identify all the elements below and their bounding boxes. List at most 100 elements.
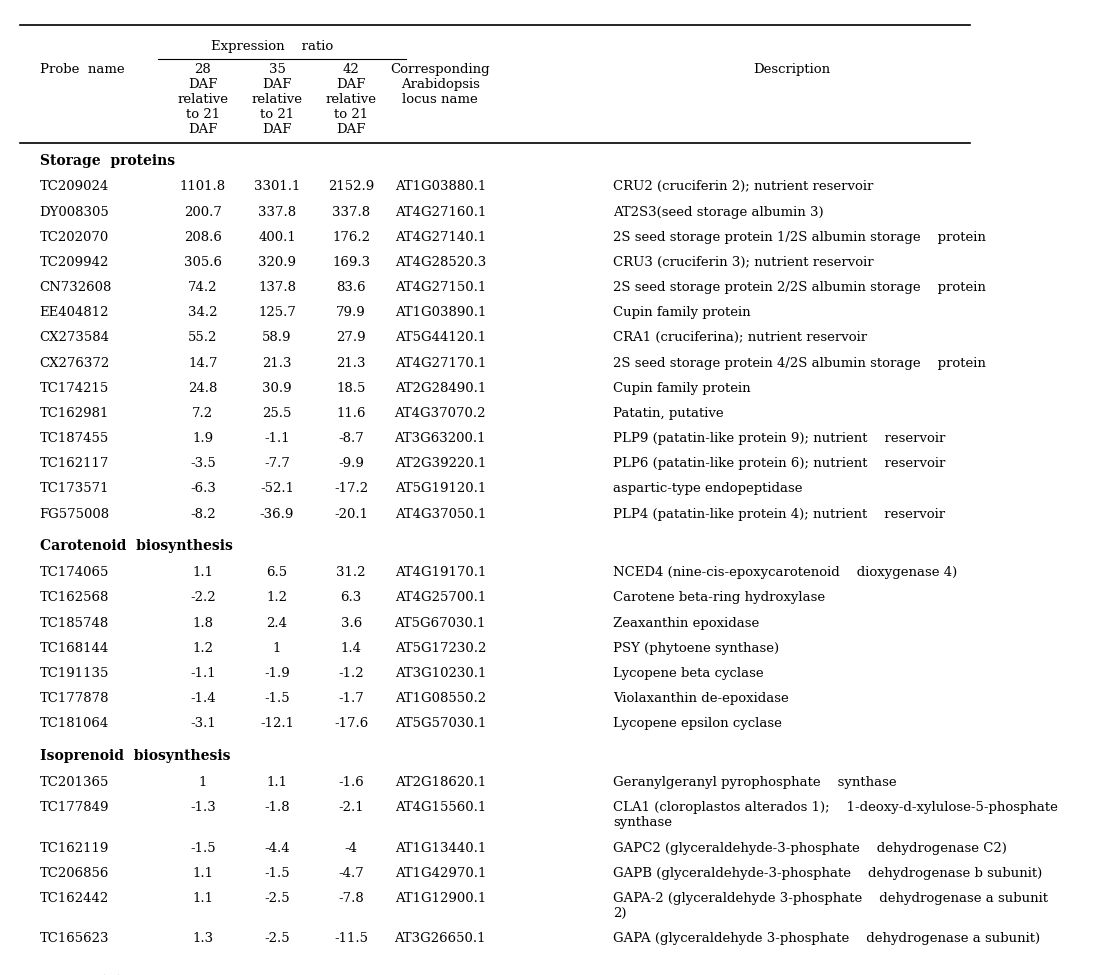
Text: -12.1: -12.1 — [260, 718, 294, 730]
Text: AT4G37050.1: AT4G37050.1 — [394, 508, 486, 521]
Text: TC209942: TC209942 — [40, 255, 109, 269]
Text: 208.6: 208.6 — [184, 231, 222, 244]
Text: TC206856: TC206856 — [40, 867, 109, 879]
Text: 24.8: 24.8 — [188, 382, 217, 395]
Text: AT1G03890.1: AT1G03890.1 — [394, 306, 486, 319]
Text: 25.5: 25.5 — [263, 407, 291, 420]
Text: CRU2 (cruciferin 2); nutrient reservoir: CRU2 (cruciferin 2); nutrient reservoir — [614, 180, 874, 193]
Text: 83.6: 83.6 — [337, 281, 366, 294]
Text: TC177849: TC177849 — [40, 801, 109, 814]
Text: 1.1: 1.1 — [193, 892, 214, 905]
Text: 27.9: 27.9 — [337, 332, 366, 344]
Text: Probe  name: Probe name — [40, 63, 124, 76]
Text: -7.8: -7.8 — [338, 892, 365, 905]
Text: -9.9: -9.9 — [338, 457, 365, 470]
Text: 21.3: 21.3 — [263, 357, 291, 370]
Text: TC181064: TC181064 — [40, 718, 109, 730]
Text: -11.5: -11.5 — [335, 932, 368, 945]
Text: TC174215: TC174215 — [40, 382, 109, 395]
Text: -17.2: -17.2 — [335, 483, 368, 495]
Text: -52.1: -52.1 — [260, 483, 294, 495]
Text: CRU3 (cruciferin 3); nutrient reservoir: CRU3 (cruciferin 3); nutrient reservoir — [614, 255, 874, 269]
Text: -3.1: -3.1 — [189, 718, 216, 730]
Text: PLP9 (patatin-like protein 9); nutrient    reservoir: PLP9 (patatin-like protein 9); nutrient … — [614, 432, 946, 445]
Text: AT1G12900.1: AT1G12900.1 — [394, 892, 486, 905]
Text: AT5G67030.1: AT5G67030.1 — [394, 616, 486, 630]
Text: CLA1 (cloroplastos alterados 1);    1-deoxy-d-xylulose-5-phosphate
synthase: CLA1 (cloroplastos alterados 1); 1-deoxy… — [614, 801, 1058, 829]
Text: 337.8: 337.8 — [332, 206, 370, 218]
Text: -1.8: -1.8 — [264, 801, 290, 814]
Text: TC201365: TC201365 — [40, 776, 109, 789]
Text: TC202070: TC202070 — [40, 231, 109, 244]
Text: 337.8: 337.8 — [258, 206, 296, 218]
Text: 2152.9: 2152.9 — [328, 180, 375, 193]
Text: Lycopene epsilon cyclase: Lycopene epsilon cyclase — [614, 718, 782, 730]
Text: 176.2: 176.2 — [332, 231, 370, 244]
Text: -1.2: -1.2 — [338, 667, 365, 680]
Text: AT1G03880.1: AT1G03880.1 — [394, 180, 486, 193]
Text: AT4G27140.1: AT4G27140.1 — [394, 231, 486, 244]
Text: FG575008: FG575008 — [40, 508, 110, 521]
Text: Isoprenoid  biosynthesis: Isoprenoid biosynthesis — [40, 749, 230, 763]
Text: Cupin family protein: Cupin family protein — [614, 306, 751, 319]
Text: 1.1: 1.1 — [193, 867, 214, 879]
Text: AT1G13440.1: AT1G13440.1 — [394, 841, 486, 854]
Text: 35
DAF
relative
to 21
DAF: 35 DAF relative to 21 DAF — [252, 63, 302, 136]
Text: AT4G19170.1: AT4G19170.1 — [394, 566, 486, 579]
Text: -1.5: -1.5 — [264, 692, 290, 705]
Text: 1.3: 1.3 — [193, 932, 214, 945]
Text: Geranylgeranyl pyrophosphate    synthase: Geranylgeranyl pyrophosphate synthase — [614, 776, 897, 789]
Text: -1.9: -1.9 — [264, 667, 290, 680]
Text: -36.9: -36.9 — [260, 508, 295, 521]
Text: AT1G42970.1: AT1G42970.1 — [394, 867, 486, 879]
Text: AT3G63200.1: AT3G63200.1 — [394, 432, 486, 445]
Text: AT2G28490.1: AT2G28490.1 — [394, 382, 486, 395]
Text: 7.2: 7.2 — [193, 407, 214, 420]
Text: 1101.8: 1101.8 — [179, 180, 226, 193]
Text: GAPA (glyceraldehyde 3-phosphate    dehydrogenase a subunit): GAPA (glyceraldehyde 3-phosphate dehydro… — [614, 932, 1040, 945]
Text: TC162442: TC162442 — [40, 892, 109, 905]
Text: 28
DAF
relative
to 21
DAF: 28 DAF relative to 21 DAF — [177, 63, 228, 136]
Text: AT2G39220.1: AT2G39220.1 — [394, 457, 486, 470]
Text: TC174065: TC174065 — [40, 566, 109, 579]
Text: Corresponding
Arabidopsis
locus name: Corresponding Arabidopsis locus name — [390, 63, 490, 106]
Text: 2.4: 2.4 — [267, 616, 288, 630]
Text: -1.7: -1.7 — [338, 692, 365, 705]
Text: TC168144: TC168144 — [40, 642, 109, 655]
Text: 6.3: 6.3 — [340, 592, 362, 604]
Text: AT4G27170.1: AT4G27170.1 — [394, 357, 486, 370]
Text: TC162981: TC162981 — [40, 407, 109, 420]
Text: Carotene beta-ring hydroxylase: Carotene beta-ring hydroxylase — [614, 592, 825, 604]
Text: AT4G37070.2: AT4G37070.2 — [394, 407, 486, 420]
Text: TC162119: TC162119 — [40, 841, 109, 854]
Text: GAPA-2 (glyceraldehyde 3-phosphate    dehydrogenase a subunit
2): GAPA-2 (glyceraldehyde 3-phosphate dehyd… — [614, 892, 1048, 919]
Text: Carotenoid  biosynthesis: Carotenoid biosynthesis — [40, 539, 233, 554]
Text: 200.7: 200.7 — [184, 206, 222, 218]
Text: aspartic-type endopeptidase: aspartic-type endopeptidase — [614, 483, 803, 495]
Text: AT4G27160.1: AT4G27160.1 — [394, 206, 486, 218]
Text: 30.9: 30.9 — [263, 382, 291, 395]
Text: -1.4: -1.4 — [189, 692, 216, 705]
Text: TC165623: TC165623 — [40, 932, 109, 945]
Text: -2.1: -2.1 — [338, 801, 365, 814]
Text: Patatin, putative: Patatin, putative — [614, 407, 724, 420]
Text: 1.2: 1.2 — [267, 592, 288, 604]
Text: 1: 1 — [273, 642, 281, 655]
Text: -4.7: -4.7 — [338, 867, 365, 879]
Text: 34.2: 34.2 — [188, 306, 217, 319]
Text: AT2S3(seed storage albumin 3): AT2S3(seed storage albumin 3) — [614, 206, 824, 218]
Text: -1.3: -1.3 — [189, 801, 216, 814]
Text: 58.9: 58.9 — [263, 332, 291, 344]
Text: 1.4: 1.4 — [341, 642, 361, 655]
Text: 400.1: 400.1 — [258, 231, 296, 244]
Text: AT3G26650.1: AT3G26650.1 — [394, 932, 486, 945]
Text: AT2G18620.1: AT2G18620.1 — [394, 776, 486, 789]
Text: Violaxanthin de-epoxidase: Violaxanthin de-epoxidase — [614, 692, 789, 705]
Text: -1.5: -1.5 — [264, 867, 290, 879]
Text: TC177878: TC177878 — [40, 692, 109, 705]
Text: 137.8: 137.8 — [258, 281, 296, 294]
Text: -4: -4 — [345, 841, 358, 854]
Text: -4.4: -4.4 — [264, 841, 290, 854]
Text: -1.5: -1.5 — [189, 841, 216, 854]
Text: EE404812: EE404812 — [40, 306, 109, 319]
